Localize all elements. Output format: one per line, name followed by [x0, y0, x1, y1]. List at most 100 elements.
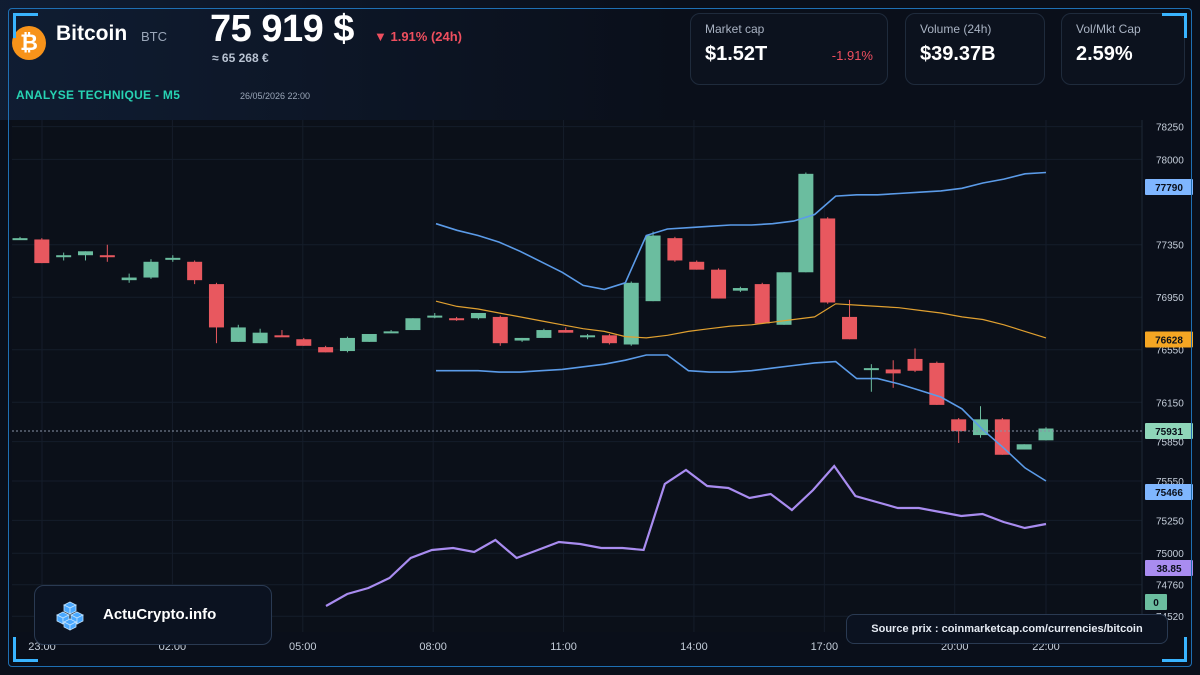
y-tick-label: 75000	[1156, 549, 1184, 560]
candle-down	[711, 269, 727, 299]
y-tick-label: 76150	[1156, 398, 1184, 409]
y-tick-label: 75250	[1156, 516, 1184, 527]
candle-down	[492, 316, 508, 344]
candle-up	[12, 238, 28, 241]
candle-up	[798, 173, 814, 273]
chart-area	[12, 120, 1142, 632]
rsi-line	[325, 464, 1047, 607]
candle-down	[34, 239, 50, 264]
price-change: ▼ 1.91% (24h)	[374, 29, 463, 44]
sma-line	[435, 300, 1047, 339]
candle-down	[994, 419, 1010, 455]
candle-down	[907, 358, 923, 371]
candle-down	[689, 261, 705, 270]
stat-value: $1.52T	[705, 43, 768, 65]
bollinger-lower-line	[436, 354, 1047, 482]
stat-value: $39.37B	[920, 43, 996, 65]
rsi-badge-label: 38.85	[1156, 564, 1181, 575]
x-tick-label: 05:00	[289, 641, 317, 653]
candle-up	[427, 315, 443, 318]
frame-corner	[1162, 637, 1187, 662]
candle-down	[951, 419, 967, 432]
candle-up	[230, 327, 246, 342]
x-tick-label: 14:00	[680, 641, 708, 653]
x-tick-label: 17:00	[811, 641, 839, 653]
candle-down	[667, 238, 683, 261]
candle-up	[252, 332, 268, 344]
candle-up	[645, 235, 661, 302]
candle-up	[732, 288, 748, 291]
price-badge	[1145, 423, 1193, 440]
price-badge-label: 75931	[1155, 427, 1183, 438]
x-tick-label: 11:00	[550, 641, 577, 653]
price-badge	[1145, 331, 1193, 348]
stat-volume: Volume (24h) $39.37B	[905, 13, 1045, 85]
candle-up	[121, 277, 137, 281]
y-tick-label: 76550	[1156, 346, 1184, 357]
section-title: ANALYSE TECHNIQUE - M5	[16, 88, 181, 102]
y-tick-label: 77350	[1156, 241, 1184, 252]
brand-badge: ActuCrypto.info	[34, 585, 272, 645]
candle-down	[842, 316, 858, 340]
x-tick-label: 22:00	[1032, 641, 1060, 653]
price-badge-label: 76628	[1155, 336, 1183, 347]
coin-name: Bitcoin	[56, 22, 128, 45]
y-tick-label: 75550	[1156, 477, 1184, 488]
candle-down	[274, 335, 290, 338]
bitcoin-icon: ₿	[12, 26, 46, 60]
candle-down	[754, 284, 770, 324]
candle-down	[187, 261, 203, 281]
candle-down	[296, 339, 312, 346]
frame-corner	[1162, 13, 1187, 38]
price-badge-label: 77790	[1155, 183, 1183, 194]
candle-up	[623, 282, 639, 345]
bollinger-upper-line	[435, 171, 1047, 291]
candle-up	[165, 257, 181, 260]
y-tick-label: 78250	[1156, 123, 1184, 134]
candle-down	[318, 347, 334, 353]
section-date: 26/05/2026 22:00	[240, 91, 311, 101]
x-tick-label: 08:00	[419, 641, 447, 653]
frame-corner	[13, 637, 38, 662]
price-badge	[1145, 178, 1193, 195]
stat-label: Market cap	[705, 22, 765, 36]
stat-label: Volume (24h)	[920, 22, 992, 36]
price-badge	[1145, 484, 1193, 501]
candle-up	[536, 330, 552, 338]
cubes-icon	[56, 601, 84, 631]
stat-label: Vol/Mkt Cap	[1076, 22, 1141, 36]
rsi-badge-label: 0	[1153, 598, 1159, 609]
candle-up	[56, 255, 72, 258]
candle-down	[820, 218, 836, 303]
x-tick-label: 20:00	[941, 641, 969, 653]
y-tick-label: 78000	[1156, 155, 1184, 166]
candle-up	[580, 335, 596, 338]
candle-down	[449, 318, 465, 321]
candle-up	[514, 337, 530, 341]
candle-up	[470, 312, 486, 319]
header-background	[0, 0, 680, 120]
coin-symbol: BTC	[141, 29, 167, 44]
stat-value: 2.59%	[1076, 43, 1133, 65]
y-tick-label: 74520	[1156, 612, 1184, 623]
candle-up	[383, 331, 399, 334]
price-badge-label: 75466	[1155, 488, 1183, 499]
rsi-badge	[1145, 594, 1167, 610]
candle-up	[143, 261, 159, 278]
stat-change: -1.91%	[831, 48, 873, 63]
candle-up	[1038, 428, 1054, 441]
stat-vol-mkt-cap: Vol/Mkt Cap 2.59%	[1061, 13, 1185, 85]
candle-up	[361, 333, 377, 342]
candle-up	[339, 337, 355, 352]
rsi-badge	[1145, 560, 1193, 576]
current-price: 75 919 $	[210, 8, 354, 50]
candle-up	[776, 272, 792, 325]
candle-up	[77, 251, 93, 256]
candle-up	[1016, 444, 1032, 450]
candle-down	[601, 335, 617, 344]
candle-up	[863, 368, 879, 371]
y-tick-label: 74760	[1156, 581, 1184, 592]
y-tick-label: 75850	[1156, 438, 1184, 449]
candle-down	[99, 255, 115, 258]
